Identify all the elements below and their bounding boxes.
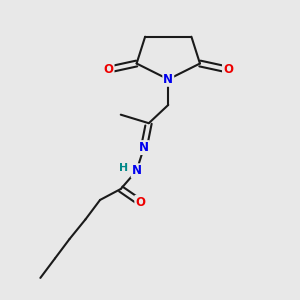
Text: H: H [118, 163, 128, 173]
Text: O: O [223, 63, 233, 76]
Text: N: N [139, 141, 149, 154]
Text: O: O [103, 63, 114, 76]
Text: O: O [135, 196, 145, 209]
Text: N: N [132, 164, 142, 177]
Text: N: N [163, 73, 173, 86]
